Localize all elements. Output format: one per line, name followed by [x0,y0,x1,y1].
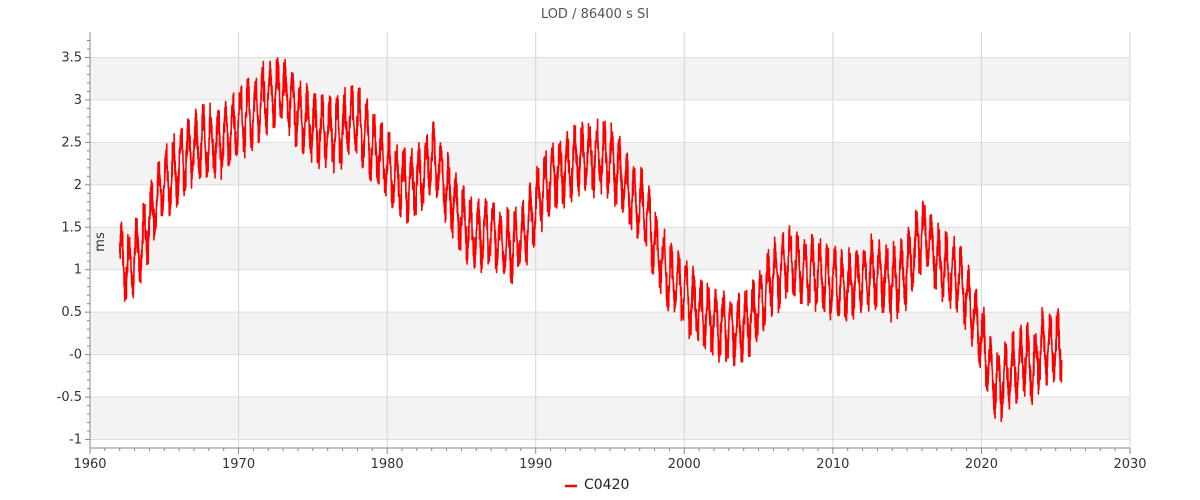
chart-title: LOD / 86400 s SI [541,7,649,22]
y-tick-label: 2 [74,178,82,193]
y-axis-label: ms [93,232,108,252]
y-tick-label: -0.5 [57,390,82,405]
series-layer [118,57,1063,423]
x-tick-label: 2010 [816,457,849,472]
legend-label: C0420 [584,477,629,493]
y-tick-label: 1.5 [61,220,82,235]
x-tick-label: 2000 [668,457,701,472]
band [90,312,1130,355]
y-tick-label: 1 [74,263,82,278]
x-tick-label: 1980 [371,457,404,472]
y-tick-label: -1 [69,433,82,448]
x-tick-label: 1970 [222,457,255,472]
x-tick-label: 1990 [519,457,552,472]
grid-lines [89,32,1131,448]
series-line-c0420 [118,57,1063,423]
y-tick-label: 3 [74,93,82,108]
band [90,227,1130,270]
band [90,397,1130,440]
x-axis-ticks: 1960 1970 1980 1990 2000 2010 2020 2030 [73,448,1147,472]
x-tick-label: 1960 [73,457,106,472]
y-tick-label: 2.5 [61,135,82,150]
x-tick-label: 2020 [965,457,998,472]
x-tick-label: 2030 [1113,457,1146,472]
y-axis-ticks: -1 -0.5 -0 0.5 1 1.5 2 2.5 3 3.5 [57,39,90,448]
y-tick-label: -0 [69,348,82,363]
y-tick-label: 0.5 [61,305,82,320]
y-tick-label: 3.5 [61,50,82,65]
legend[interactable]: C0420 [565,477,629,493]
